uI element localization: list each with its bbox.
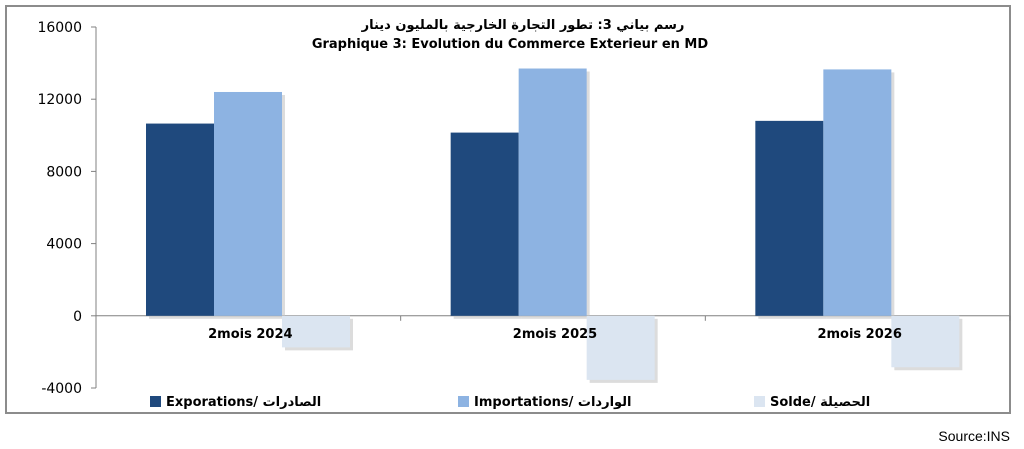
y-tick-label: 12000 [37, 92, 82, 108]
source-note: Source:INS [938, 428, 1010, 444]
legend-label-1: Exporations/ الصادرات [166, 395, 321, 410]
legend-swatch-2 [458, 396, 469, 407]
bar-series-1-cat-1 [146, 123, 214, 316]
bar-series-1-cat-2 [450, 132, 519, 316]
legend-label-2: Importations/ الواردات [474, 395, 632, 410]
bar-series-2-cat-1 [214, 91, 282, 316]
bar-series-1-cat-3 [755, 120, 824, 316]
y-tick-label: 16000 [37, 20, 82, 36]
legend-swatch-1 [150, 396, 161, 407]
y-tick-label: 8000 [46, 164, 82, 180]
category-label: 2mois 2024 [208, 327, 292, 342]
bar-series-2-cat-3 [823, 69, 892, 316]
y-tick-label: -4000 [41, 381, 82, 397]
category-label: 2mois 2026 [817, 327, 901, 342]
y-tick-label: 4000 [46, 237, 82, 253]
category-label: 2mois 2025 [513, 327, 597, 342]
bar-series-3-cat-3 [891, 315, 960, 368]
legend-label-3: Solde/ الحصيلة [770, 395, 870, 410]
y-tick-label: 0 [73, 309, 82, 325]
chart-title-french: Graphique 3: Evolution du Commerce Exter… [312, 37, 709, 52]
bar-series-3-cat-2 [586, 315, 655, 380]
bar-series-3-cat-1 [282, 315, 350, 348]
legend-swatch-3 [754, 396, 765, 407]
chart-title-arabic: رسم بياني 3: تطور التجارة الخارجية بالمل… [361, 18, 685, 33]
bar-series-2-cat-2 [518, 68, 587, 316]
